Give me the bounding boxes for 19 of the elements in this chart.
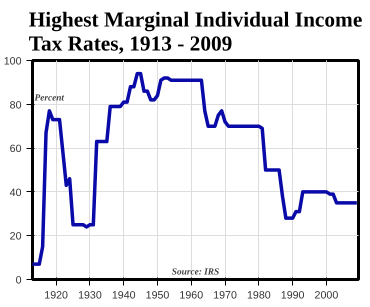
annotation: Percent xyxy=(34,94,64,104)
line-series xyxy=(32,72,358,266)
x-tick-label: 1930 xyxy=(78,290,102,302)
y-tick-label: 0 xyxy=(16,274,22,286)
x-tick-label: 1970 xyxy=(213,290,237,302)
chart-title: Highest Marginal Individual Income Tax Rates, 1913 - 2009 xyxy=(28,8,362,56)
x-tick-label: 1990 xyxy=(280,290,305,302)
x-tick-label: 1980 xyxy=(246,290,271,302)
y-tick-label: 40 xyxy=(10,186,22,199)
x-tick-label: 1920 xyxy=(44,290,68,302)
y-tick-label: 80 xyxy=(10,99,22,112)
y-tick-label: 100 xyxy=(4,56,22,68)
x-tick-label: 2000 xyxy=(314,290,338,302)
annotation: Source: IRS xyxy=(172,268,220,278)
x-tick-label: 1960 xyxy=(179,290,204,302)
y-tick-label: 60 xyxy=(10,143,22,156)
x-tick-label: 1940 xyxy=(112,290,136,302)
y-tick-label: 20 xyxy=(10,230,22,243)
x-tick-label: 1950 xyxy=(146,290,170,302)
